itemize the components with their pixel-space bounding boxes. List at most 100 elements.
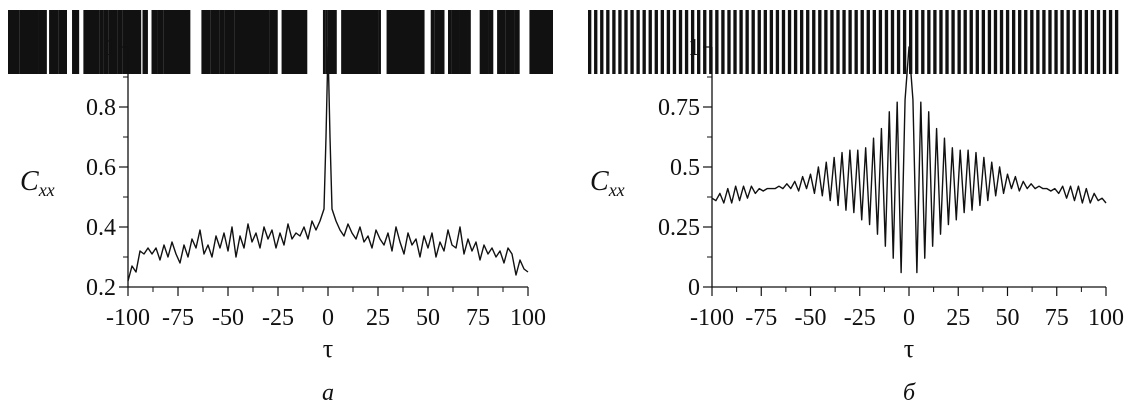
barcode-stripe [1090,10,1095,74]
barcode-stripe [672,10,677,74]
barcode-stripe [1048,10,1052,74]
barcode-stripe [806,10,810,74]
barcode-stripe [1042,10,1046,74]
barcode-stripe [793,10,798,74]
x-axis-label: τ [323,334,333,363]
barcode-stripe [151,10,158,74]
x-axis-label: τ [904,334,914,363]
barcode-stripe [72,10,80,74]
x-tick-label: 25 [946,305,970,331]
barcode-stripe [969,10,973,74]
panel-label: б [903,380,916,405]
x-tick-label: 100 [510,305,546,331]
barcode-stripe [648,10,652,74]
barcode-stripe [684,10,689,74]
y-tick-label: 1 [104,35,116,61]
barcode-stripe [921,10,925,74]
barcode-stripe [1036,10,1040,74]
x-tick-label: 0 [903,305,915,331]
panel-b: -100 -75 -50 -25 0 25 50 75 100 0 0.25 0.5 0.75 1 Cxx τ… [570,0,1133,405]
y-tick-label: 0.4 [86,215,116,241]
series-line [711,46,1107,274]
barcode-stripe [945,10,949,74]
barcode-stripe [763,10,767,74]
y-axis-label-sub: xx [38,180,55,200]
barcode-stripe [902,10,907,74]
barcode-stripe [459,10,471,74]
barcode-stripe [660,10,665,74]
series-line [127,46,529,282]
barcode-stripe [909,10,913,74]
barcode-stripe [201,10,211,74]
barcode-stripe [1072,10,1076,74]
barcode-stripe [448,10,452,74]
barcode-stripe [94,10,100,74]
barcode-stripe [269,10,278,74]
barcode-stripe [630,10,634,74]
barcode-strip [8,10,553,74]
barcode-stripe [122,10,142,74]
x-tick-label: -25 [262,305,294,331]
barcode-stripe [479,10,489,74]
barcode-stripe [8,10,20,74]
barcode-stripe [234,10,270,74]
barcode-stripe [860,10,864,74]
x-tick-label: -100 [690,305,734,331]
y-axis-label-sub: xx [608,180,625,200]
barcode-stripe [818,10,822,74]
barcode-stripe [1030,10,1034,74]
barcode-stripe [327,10,337,74]
barcode-stripe [210,10,220,74]
panel-a: -100 -75 -50 -25 0 25 50 75 100 0.2 0.4 0.6 0.8 1 Cxx τ… [0,0,560,405]
barcode-stripe [769,10,774,74]
barcode-stripe [618,10,622,74]
barcode-stripe [933,10,937,74]
barcode-stripe [830,10,834,74]
barcode-stripe [1114,10,1119,74]
barcode-stripe [939,10,943,74]
barcode-stripe [1066,10,1070,74]
y-axis-label-main: C [590,166,609,197]
barcode-stripe [514,10,520,74]
barcode-stripe [1024,10,1028,74]
barcode-stripe [103,10,109,74]
barcode-stripe [451,10,460,74]
barcode-stripe [157,10,164,74]
barcode-stripe [842,10,846,74]
y-axis-label-main: C [20,166,39,197]
barcode-stripe [927,10,931,74]
barcode-stripe [612,10,616,74]
barcode-stripe [434,10,445,74]
barcode-stripe [594,10,598,74]
x-tick-label: 50 [416,305,440,331]
barcode-stripe [848,10,852,74]
barcode-stripe [642,10,646,74]
panel-label: а [322,380,334,405]
x-tick-label: -100 [106,305,150,331]
barcode-stripe [322,10,326,74]
barcode-stripe [1054,10,1058,74]
barcode-stripe [987,10,992,74]
x-tick-label: 0 [322,305,334,331]
barcode-stripe [1060,10,1064,74]
barcode-stripe [600,10,604,74]
barcode-strip [588,10,1121,74]
barcode-stripe [1078,10,1082,74]
barcode-stripe [697,10,701,74]
barcode-stripe [915,10,919,74]
barcode-stripe [386,10,425,74]
barcode-stripe [775,10,780,74]
barcode-stripe [497,10,506,74]
barcode-stripe [866,10,870,74]
barcode-stripe [654,10,658,74]
barcode-stripe [49,10,59,74]
barcode-stripe [690,10,695,74]
barcode-stripe [219,10,225,74]
barcode-stripe [505,10,515,74]
y-axis-label: Cxx [20,166,55,200]
barcode-stripe [1096,10,1101,74]
barcode-stripe [281,10,308,74]
x-tick-label: -50 [795,305,827,331]
barcode-stripe [745,10,749,74]
x-tick-label: -25 [844,305,876,331]
